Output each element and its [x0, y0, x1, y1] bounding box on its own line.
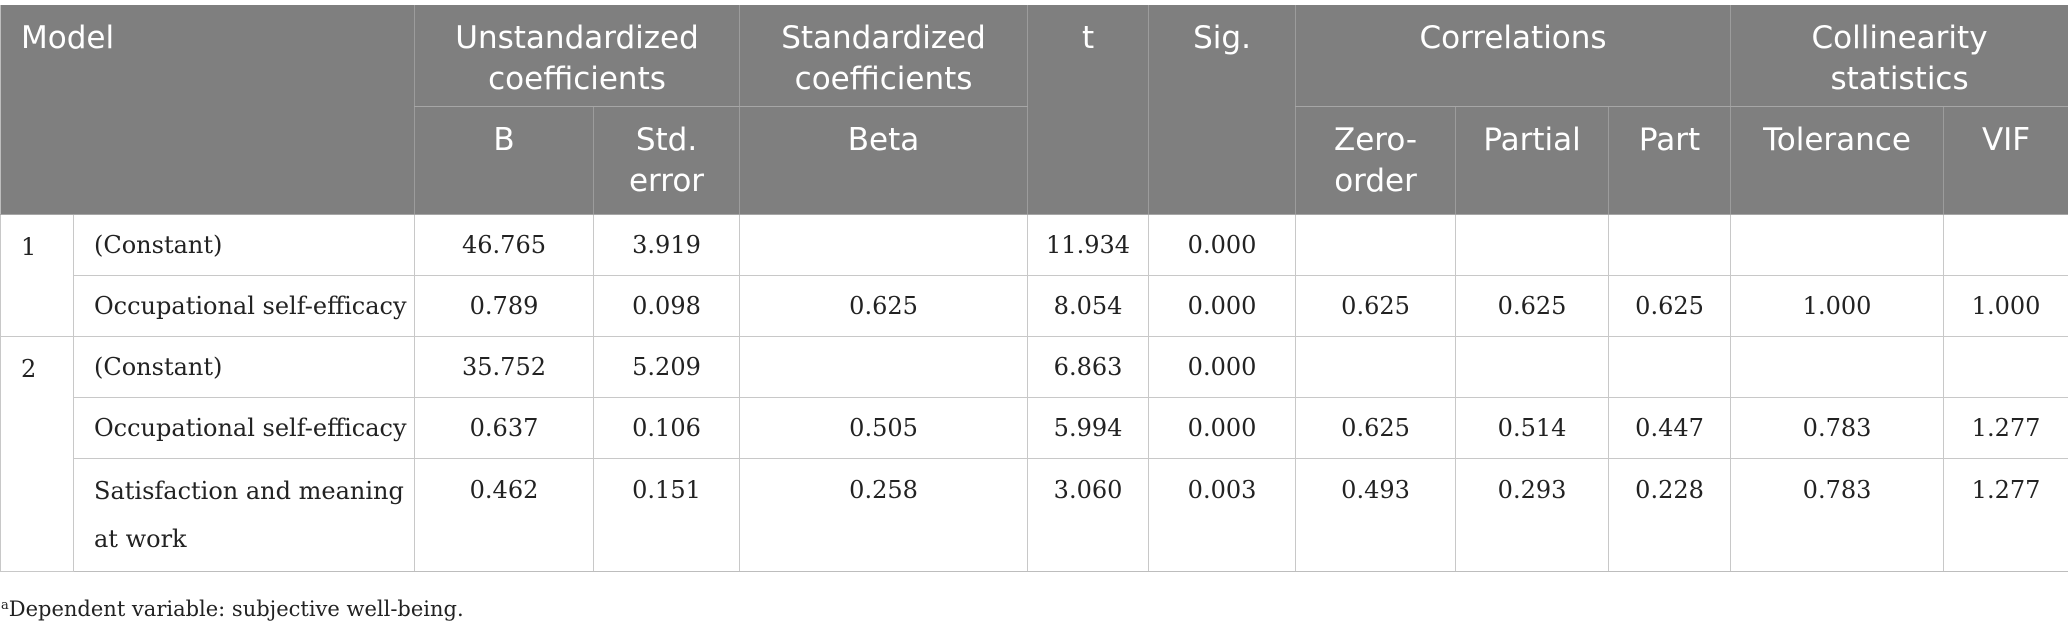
cell-part: 0.228 — [1608, 457, 1732, 572]
header-partial: Partial — [1455, 106, 1609, 215]
cell-zero-order: 0.625 — [1295, 396, 1457, 459]
footnote-marker: a — [1, 598, 9, 613]
header-vif: VIF — [1943, 106, 2068, 215]
cell-tolerance — [1730, 213, 1945, 276]
table-footnote: aDependent variable: subjective well-bei… — [1, 597, 464, 621]
cell-b: 35.752 — [414, 335, 595, 398]
cell-b: 0.637 — [414, 396, 595, 459]
table-row: Occupational self-efficacy 0.789 0.098 0… — [1, 274, 2068, 337]
cell-beta: 0.625 — [739, 274, 1029, 337]
header-correlations: Correlations — [1295, 5, 1731, 107]
header-unstandardized-coefficients: Unstandardized coefficients — [414, 5, 740, 107]
header-std-error: Std. error — [593, 106, 740, 215]
header-sig: Sig. — [1148, 5, 1296, 215]
variable-name: Occupational self-efficacy — [72, 274, 416, 337]
table-header: Model Unstandardized coefficients Standa… — [0, 5, 2068, 215]
cell-vif: 1.000 — [1943, 274, 2068, 337]
cell-sig: 0.000 — [1148, 335, 1297, 398]
cell-sig: 0.000 — [1148, 274, 1297, 337]
cell-sig: 0.003 — [1148, 457, 1297, 572]
cell-tolerance: 1.000 — [1730, 274, 1945, 337]
cell-vif — [1943, 335, 2068, 398]
cell-std-error: 0.106 — [593, 396, 741, 459]
cell-t: 6.863 — [1027, 335, 1150, 398]
header-part: Part — [1608, 106, 1731, 215]
variable-name: Occupational self-efficacy — [72, 396, 416, 459]
variable-name: (Constant) — [72, 213, 416, 276]
cell-t: 11.934 — [1027, 213, 1150, 276]
cell-beta — [739, 213, 1029, 276]
cell-vif — [1943, 213, 2068, 276]
header-model: Model — [0, 5, 415, 215]
header-collinearity-statistics: Collinearity statistics — [1730, 5, 2068, 107]
cell-part: 0.447 — [1608, 396, 1732, 459]
cell-part — [1608, 213, 1732, 276]
cell-sig: 0.000 — [1148, 213, 1297, 276]
cell-std-error: 0.151 — [593, 457, 741, 572]
variable-name: Satisfaction and meaning at work — [72, 457, 416, 572]
cell-partial: 0.514 — [1455, 396, 1610, 459]
cell-std-error: 3.919 — [593, 213, 741, 276]
table-row: Satisfaction and meaning at work 0.462 0… — [1, 457, 2068, 572]
cell-sig: 0.000 — [1148, 396, 1297, 459]
cell-b: 0.462 — [414, 457, 595, 572]
cell-vif: 1.277 — [1943, 396, 2068, 459]
cell-zero-order — [1295, 213, 1457, 276]
cell-zero-order: 0.493 — [1295, 457, 1457, 572]
footnote-text: Dependent variable: subjective well-bein… — [8, 597, 464, 621]
header-standardized-coefficients: Standardized coefficients — [739, 5, 1028, 107]
header-tolerance: Tolerance — [1730, 106, 1944, 215]
table-row: 2 (Constant) 35.752 5.209 6.863 0.000 — [0, 335, 2068, 572]
table-body: 1 (Constant) 46.765 3.919 11.934 0.000 O… — [0, 213, 2068, 572]
model-number: 2 — [0, 335, 74, 572]
table-row: Occupational self-efficacy 0.637 0.106 0… — [1, 396, 2068, 459]
cell-zero-order: 0.625 — [1295, 274, 1457, 337]
header-zero-order: Zero-order — [1295, 106, 1456, 215]
cell-partial — [1455, 335, 1610, 398]
cell-zero-order — [1295, 335, 1457, 398]
cell-std-error: 0.098 — [593, 274, 741, 337]
header-t: t — [1027, 5, 1149, 215]
cell-b: 46.765 — [414, 213, 595, 276]
cell-t: 3.060 — [1027, 457, 1150, 572]
cell-vif: 1.277 — [1943, 457, 2068, 572]
cell-t: 5.994 — [1027, 396, 1150, 459]
cell-tolerance: 0.783 — [1730, 396, 1945, 459]
cell-beta: 0.258 — [739, 457, 1029, 572]
header-b: B — [414, 106, 594, 215]
cell-b: 0.789 — [414, 274, 595, 337]
coefficients-table-container: Model Unstandardized coefficients Standa… — [0, 5, 2068, 572]
cell-std-error: 5.209 — [593, 335, 741, 398]
variable-name: (Constant) — [72, 335, 416, 398]
cell-partial: 0.625 — [1455, 274, 1610, 337]
cell-t: 8.054 — [1027, 274, 1150, 337]
cell-beta: 0.505 — [739, 396, 1029, 459]
cell-part — [1608, 335, 1732, 398]
header-beta: Beta — [739, 106, 1028, 215]
cell-part: 0.625 — [1608, 274, 1732, 337]
model-number: 1 — [0, 213, 74, 337]
cell-partial — [1455, 213, 1610, 276]
table-row: 1 (Constant) 46.765 3.919 11.934 0.000 — [0, 213, 2068, 337]
cell-partial: 0.293 — [1455, 457, 1610, 572]
cell-tolerance: 0.783 — [1730, 457, 1945, 572]
cell-beta — [739, 335, 1029, 398]
coefficients-table: Model Unstandardized coefficients Standa… — [0, 5, 2068, 572]
cell-tolerance — [1730, 335, 1945, 398]
